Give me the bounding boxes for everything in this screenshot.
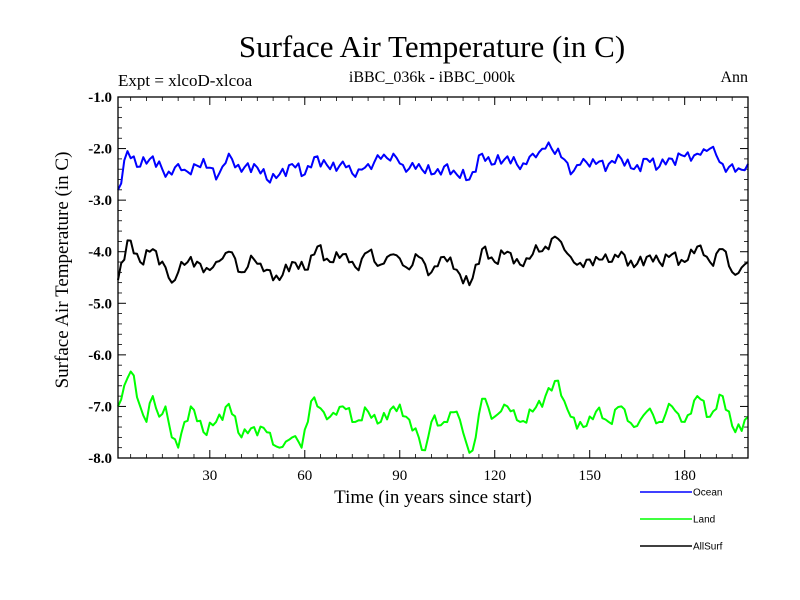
y-tick-label: -1.0 <box>88 90 112 106</box>
y-tick-label: -3.0 <box>88 193 112 209</box>
x-tick-label: 150 <box>578 468 601 484</box>
plot-series <box>117 141 749 454</box>
axis-ticks <box>118 96 748 459</box>
y-axis-label: Surface Air Temperature (in C) <box>52 152 73 389</box>
y-tick-label: -6.0 <box>88 348 112 364</box>
y-tick-label: -7.0 <box>88 399 112 415</box>
legend-label-allsurf: AllSurf <box>693 542 723 553</box>
season-label: Ann <box>720 69 748 86</box>
x-axis-label: Time (in years since start) <box>334 487 532 508</box>
x-tick-label: 90 <box>392 468 407 484</box>
plot-frame <box>117 96 749 459</box>
y-tick-label: -8.0 <box>88 451 112 467</box>
y-tick-label: -5.0 <box>88 296 112 312</box>
comparison-label: iBBC_036k - iBBC_000k <box>349 69 515 86</box>
tick-labels: 30 60 90 120 150 180 -8.0 -7.0 -6.0 -5.0 -4.0 -3.0 -… <box>88 90 696 484</box>
x-tick-label: 180 <box>673 468 696 484</box>
series-line-land <box>117 370 749 454</box>
legend-label-ocean: Ocean <box>693 488 722 499</box>
x-tick-label: 120 <box>483 468 506 484</box>
y-tick-label: -4.0 <box>88 245 112 261</box>
legend-label-land: Land <box>693 515 715 526</box>
x-tick-label: 30 <box>202 468 217 484</box>
y-tick-label: -2.0 <box>88 142 112 158</box>
chart-title: Surface Air Temperature (in C) <box>239 29 625 64</box>
series-line-allsurf <box>117 235 749 287</box>
legend: Ocean Land AllSurf <box>640 488 723 553</box>
x-tick-label: 60 <box>297 468 312 484</box>
experiment-label: Expt = xlcoD-xlcoa <box>118 71 253 90</box>
series-line-ocean <box>117 141 749 191</box>
